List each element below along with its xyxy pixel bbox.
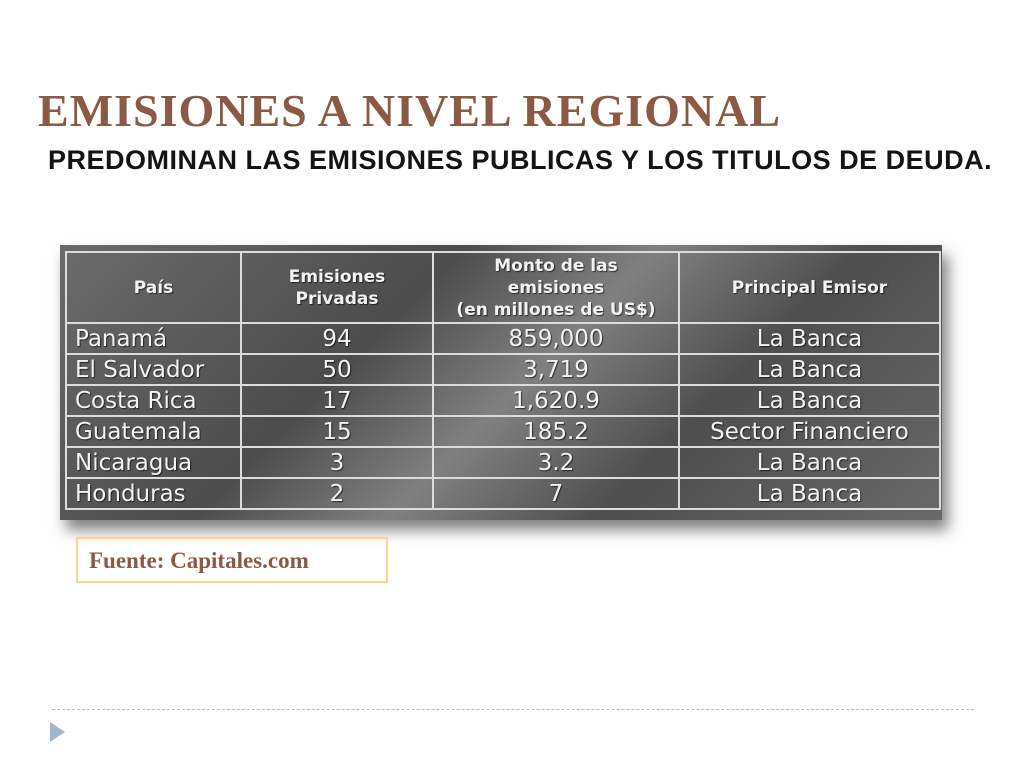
cell-main-issuer: Sector Financiero: [678, 415, 941, 448]
cell-emission-amount: 185.2: [432, 415, 680, 448]
cell-private-emissions: 17: [240, 384, 434, 417]
slide-title: EMISIONES A NIVEL REGIONAL: [38, 85, 782, 136]
emissions-table: País Emisiones Privadas Monto de las emi…: [65, 251, 941, 510]
cell-country: Honduras: [65, 477, 242, 510]
cell-private-emissions: 15: [240, 415, 434, 448]
table-row: Nicaragua 3 3.2 La Banca: [65, 446, 941, 479]
cell-main-issuer: La Banca: [678, 322, 941, 355]
source-caption: Fuente: Capitales.com: [76, 537, 388, 583]
cell-emission-amount: 3,719: [432, 353, 680, 386]
table-row: Guatemala 15 185.2 Sector Financiero: [65, 415, 941, 448]
cell-emission-amount: 859,000: [432, 322, 680, 355]
header-country: País: [65, 251, 242, 324]
cell-country: Nicaragua: [65, 446, 242, 479]
table-row: Costa Rica 17 1,620.9 La Banca: [65, 384, 941, 417]
cell-country: Panamá: [65, 322, 242, 355]
cell-private-emissions: 94: [240, 322, 434, 355]
cell-emission-amount: 3.2: [432, 446, 680, 479]
cell-emission-amount: 7: [432, 477, 680, 510]
header-main-issuer: Principal Emisor: [678, 251, 941, 324]
cell-private-emissions: 3: [240, 446, 434, 479]
cell-main-issuer: La Banca: [678, 353, 941, 386]
cell-main-issuer: La Banca: [678, 446, 941, 479]
arrow-icon: [50, 722, 65, 742]
cell-country: Guatemala: [65, 415, 242, 448]
table-image: País Emisiones Privadas Monto de las emi…: [60, 245, 942, 520]
footer-divider: [52, 709, 974, 710]
cell-country: Costa Rica: [65, 384, 242, 417]
cell-private-emissions: 50: [240, 353, 434, 386]
cell-main-issuer: La Banca: [678, 384, 941, 417]
header-private-emissions: Emisiones Privadas: [240, 251, 434, 324]
header-emission-amount: Monto de las emisiones (en millones de U…: [432, 251, 680, 324]
table-header-row: País Emisiones Privadas Monto de las emi…: [65, 251, 941, 324]
cell-private-emissions: 2: [240, 477, 434, 510]
slide-subtitle: PREDOMINAN LAS EMISIONES PUBLICAS Y LOS …: [48, 145, 993, 175]
table-row: El Salvador 50 3,719 La Banca: [65, 353, 941, 386]
table-row: Honduras 2 7 La Banca: [65, 477, 941, 510]
cell-emission-amount: 1,620.9: [432, 384, 680, 417]
cell-country: El Salvador: [65, 353, 242, 386]
cell-main-issuer: La Banca: [678, 477, 941, 510]
table-row: Panamá 94 859,000 La Banca: [65, 322, 941, 355]
